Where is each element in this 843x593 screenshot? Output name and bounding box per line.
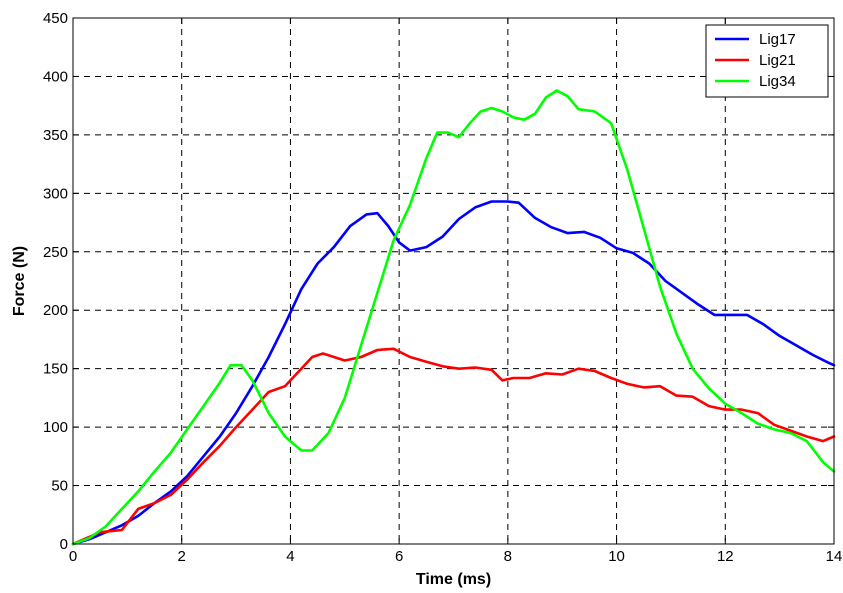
y-tick-label: 450 <box>43 10 68 27</box>
x-axis-label: Time (ms) <box>416 571 491 588</box>
plot-frame <box>72 17 835 545</box>
grid <box>73 18 834 544</box>
y-tick-label: 0 <box>60 536 68 553</box>
y-tick-label: 350 <box>43 127 68 144</box>
y-axis-label: Force (N) <box>11 246 28 316</box>
series-line-lig21 <box>71 347 836 546</box>
legend-label-lig34: Lig34 <box>759 73 796 90</box>
x-tick-label: 2 <box>178 548 186 565</box>
x-tick-label: 10 <box>608 548 625 565</box>
y-tick-label: 50 <box>51 478 68 495</box>
x-tick-label: 8 <box>504 548 512 565</box>
series-line-lig34 <box>71 89 836 546</box>
y-tick-label: 200 <box>43 302 68 319</box>
x-tick-label: 6 <box>395 548 403 565</box>
y-tick-label: 250 <box>43 244 68 261</box>
y-tick-label: 100 <box>43 419 68 436</box>
y-tick-label: 150 <box>43 361 68 378</box>
y-tick-label: 300 <box>43 185 68 202</box>
x-tick-label: 4 <box>286 548 294 565</box>
legend: Lig17 Lig21 Lig34 <box>705 24 829 98</box>
legend-label-lig21: Lig21 <box>759 52 796 69</box>
series-line-lig17 <box>71 200 836 546</box>
y-tick-label: 400 <box>43 68 68 85</box>
axis-ticks: 0 2 4 6 8 10 12 14 0 50 100 150 200 250 300 350 400 450 <box>43 10 842 565</box>
x-tick-label: 0 <box>69 548 77 565</box>
x-tick-label: 14 <box>826 548 843 565</box>
x-tick-label: 12 <box>717 548 734 565</box>
legend-label-lig17: Lig17 <box>759 31 796 48</box>
series-lines <box>71 89 836 546</box>
